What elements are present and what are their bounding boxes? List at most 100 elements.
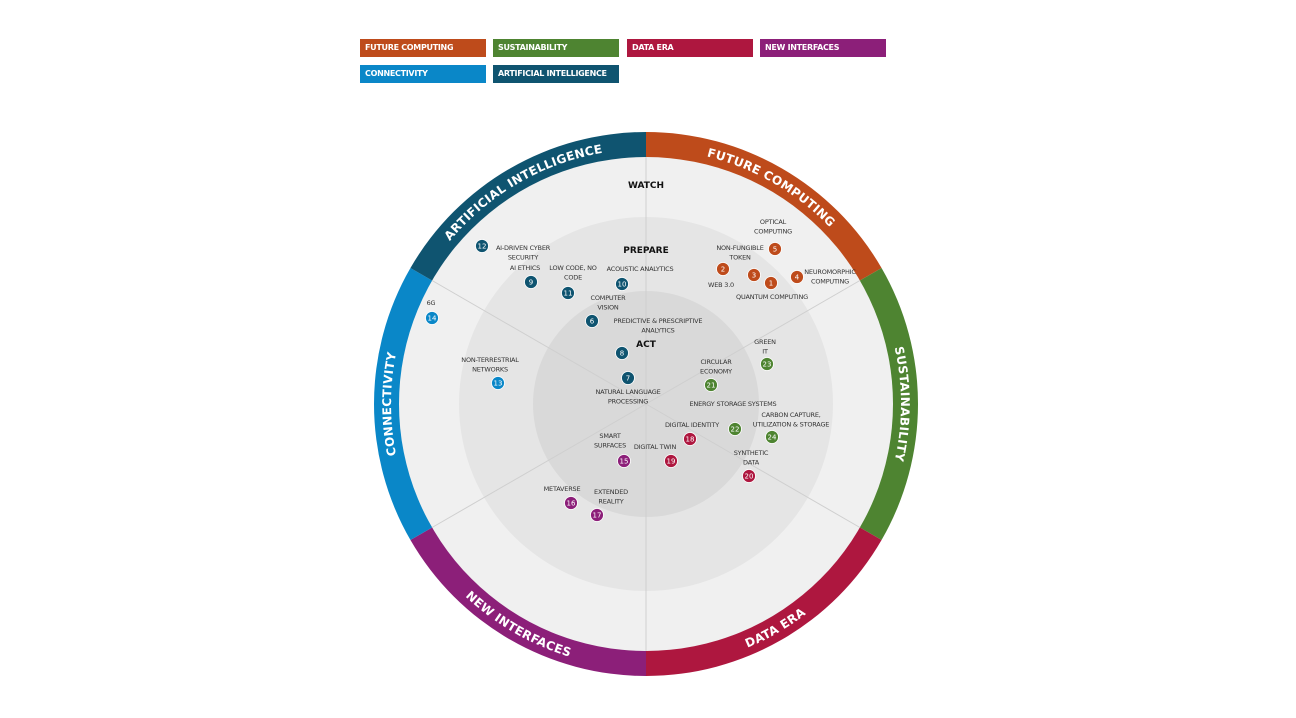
blip-number: 9: [529, 279, 533, 287]
sector-bands: [374, 132, 918, 676]
technology-label: COMPUTER VISION: [591, 294, 627, 312]
ring-label-watch: WATCH: [628, 181, 664, 191]
blip-circle[interactable]: [764, 276, 778, 290]
blip-number: 13: [494, 380, 503, 388]
technology-blip[interactable]: 16: [564, 496, 578, 510]
blip-circle[interactable]: [425, 311, 439, 325]
technology-label: GREEN IT: [754, 338, 776, 356]
legend-data-era[interactable]: DATA ERA: [627, 39, 753, 57]
technology-blip[interactable]: 5: [768, 242, 782, 256]
technology-blip[interactable]: 6: [585, 314, 599, 328]
blip-circle[interactable]: [664, 454, 678, 468]
blip-circle[interactable]: [728, 422, 742, 436]
technology-label: AI ETHICS: [510, 264, 540, 272]
technology-label: ENERGY STORAGE SYSTEMS: [690, 400, 777, 408]
technology-label: AI-DRIVEN CYBER SECURITY: [496, 244, 551, 262]
technology-blip[interactable]: 18: [683, 432, 697, 446]
divider-line: [431, 280, 647, 405]
technology-blip[interactable]: 23: [760, 357, 774, 371]
technology-blip[interactable]: 1: [764, 276, 778, 290]
sector-band-connectivity: [374, 268, 433, 540]
legend-future-computing[interactable]: FUTURE COMPUTING: [360, 39, 486, 57]
technology-blip[interactable]: 14: [425, 311, 439, 325]
blip-circle[interactable]: [683, 432, 697, 446]
technology-label: NON-TERRESTRIAL NETWORKS: [461, 356, 519, 374]
sector-band-artificial-intelligence: [410, 132, 646, 281]
blip-circle[interactable]: [590, 508, 604, 522]
blip-circle[interactable]: [790, 270, 804, 284]
legend-new-interfaces[interactable]: NEW INTERFACES: [760, 39, 886, 57]
technology-blip[interactable]: 11: [561, 286, 575, 300]
blip-number: 12: [478, 243, 487, 251]
technology-label: DIGITAL IDENTITY: [665, 421, 719, 429]
technology-blip[interactable]: 9: [524, 275, 538, 289]
technology-blip[interactable]: 12: [475, 239, 489, 253]
blip-circle[interactable]: [491, 376, 505, 390]
technology-blip[interactable]: 3: [747, 268, 761, 282]
sector-dividers: [431, 157, 861, 651]
blip-circle[interactable]: [524, 275, 538, 289]
blip-number: 17: [593, 512, 602, 520]
blip-circle[interactable]: [561, 286, 575, 300]
technology-blip[interactable]: 13: [491, 376, 505, 390]
technology-label: NEUROMORPHIC COMPUTING: [804, 268, 856, 286]
blip-circle[interactable]: [704, 378, 718, 392]
blip-circle[interactable]: [716, 262, 730, 276]
blip-circle[interactable]: [585, 314, 599, 328]
blip-number: 1: [769, 280, 773, 288]
technology-blip[interactable]: 21: [704, 378, 718, 392]
technology-blip[interactable]: 17: [590, 508, 604, 522]
sector-band-future-computing: [646, 132, 882, 281]
sector-band-new-interfaces: [410, 527, 646, 676]
technology-label: NON-FUNGIBLE TOKEN: [716, 244, 763, 262]
technology-blip[interactable]: 7: [621, 371, 635, 385]
blip-circle[interactable]: [768, 242, 782, 256]
ring-label-prepare: PREPARE: [623, 246, 669, 256]
legend-sustainability[interactable]: SUSTAINABILITY: [493, 39, 619, 57]
technology-label: ACOUSTIC ANALYTICS: [607, 265, 674, 273]
blip-circle[interactable]: [564, 496, 578, 510]
blip-circle[interactable]: [615, 277, 629, 291]
sector-band-data-era: [646, 527, 882, 676]
blip-circle[interactable]: [615, 346, 629, 360]
blip-circle[interactable]: [621, 371, 635, 385]
technology-blip[interactable]: 8: [615, 346, 629, 360]
technology-blip[interactable]: 2: [716, 262, 730, 276]
blip-number: 2: [721, 266, 725, 274]
divider-line: [431, 403, 647, 528]
blip-number: 15: [620, 458, 629, 466]
blip-number: 5: [773, 246, 777, 254]
technology-blip[interactable]: 19: [664, 454, 678, 468]
technology-label: 6G: [427, 299, 436, 307]
legend-artificial-intelligence[interactable]: ARTIFICIAL INTELLIGENCE: [493, 65, 619, 83]
blip-circle[interactable]: [475, 239, 489, 253]
technology-blip[interactable]: 22: [728, 422, 742, 436]
technology-label: METAVERSE: [544, 485, 581, 493]
technology-label: LOW CODE, NO CODE: [549, 264, 597, 282]
blip-circle[interactable]: [742, 469, 756, 483]
technology-blip[interactable]: 10: [615, 277, 629, 291]
blip-circle[interactable]: [760, 357, 774, 371]
technology-label: EXTENDED REALITY: [594, 488, 628, 506]
divider-line: [645, 403, 861, 528]
technology-blip[interactable]: 20: [742, 469, 756, 483]
technology-label: PREDICTIVE & PRESCRIPTIVE ANALYTICS: [614, 317, 703, 335]
blip-number: 4: [795, 274, 800, 282]
technology-blip[interactable]: 15: [617, 454, 631, 468]
technology-blip[interactable]: 24: [765, 430, 779, 444]
blip-number: 22: [731, 426, 740, 434]
sector-label-sustainability: SUSTAINABILITY: [892, 345, 912, 463]
divider-line: [645, 280, 861, 405]
blip-circle[interactable]: [617, 454, 631, 468]
technology-blip[interactable]: 4: [790, 270, 804, 284]
blip-number: 8: [620, 350, 624, 358]
legend-connectivity[interactable]: CONNECTIVITY: [360, 65, 486, 83]
technology-label: DIGITAL TWIN: [634, 443, 677, 451]
technology-label: SMART SURFACES: [594, 432, 626, 450]
blip-number: 24: [768, 434, 777, 442]
blip-circle[interactable]: [747, 268, 761, 282]
blip-circle[interactable]: [765, 430, 779, 444]
ring-label-act: ACT: [636, 340, 657, 350]
